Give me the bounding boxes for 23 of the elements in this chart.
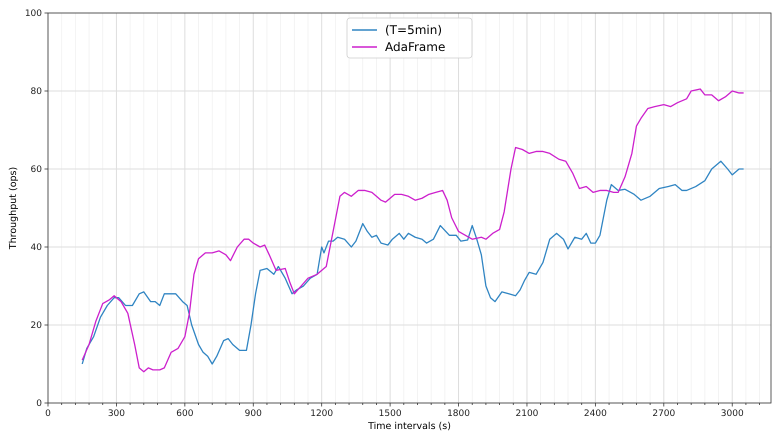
- y-tick-label: 0: [36, 399, 42, 409]
- x-tick-label: 2100: [516, 409, 539, 419]
- x-tick-label: 2400: [584, 409, 608, 419]
- x-tick-label: 1800: [447, 409, 470, 419]
- x-tick-label: 0: [45, 409, 52, 419]
- legend-label: AdaFrame: [385, 40, 446, 54]
- x-tick-label: 300: [108, 409, 126, 419]
- x-tick-label: 2700: [652, 409, 676, 419]
- x-axis-title: Time intervals (s): [367, 421, 451, 432]
- legend-label: (T=5min): [385, 23, 442, 37]
- y-tick-label: 80: [30, 87, 42, 97]
- y-tick-label: 20: [30, 321, 42, 331]
- line-series: [82, 160, 744, 365]
- x-tick-label: 3000: [720, 409, 744, 419]
- y-tick-label: 60: [30, 165, 42, 175]
- x-tick-label: 900: [244, 409, 262, 419]
- line-series: [82, 88, 744, 372]
- y-tick-label: 40: [30, 243, 42, 253]
- y-axis-title: Throughput (ops): [8, 166, 19, 250]
- y-tick-label: 100: [24, 9, 42, 19]
- x-tick-label: 1200: [310, 409, 334, 419]
- x-tick-label: 600: [176, 409, 194, 419]
- x-tick-label: 1500: [378, 409, 402, 419]
